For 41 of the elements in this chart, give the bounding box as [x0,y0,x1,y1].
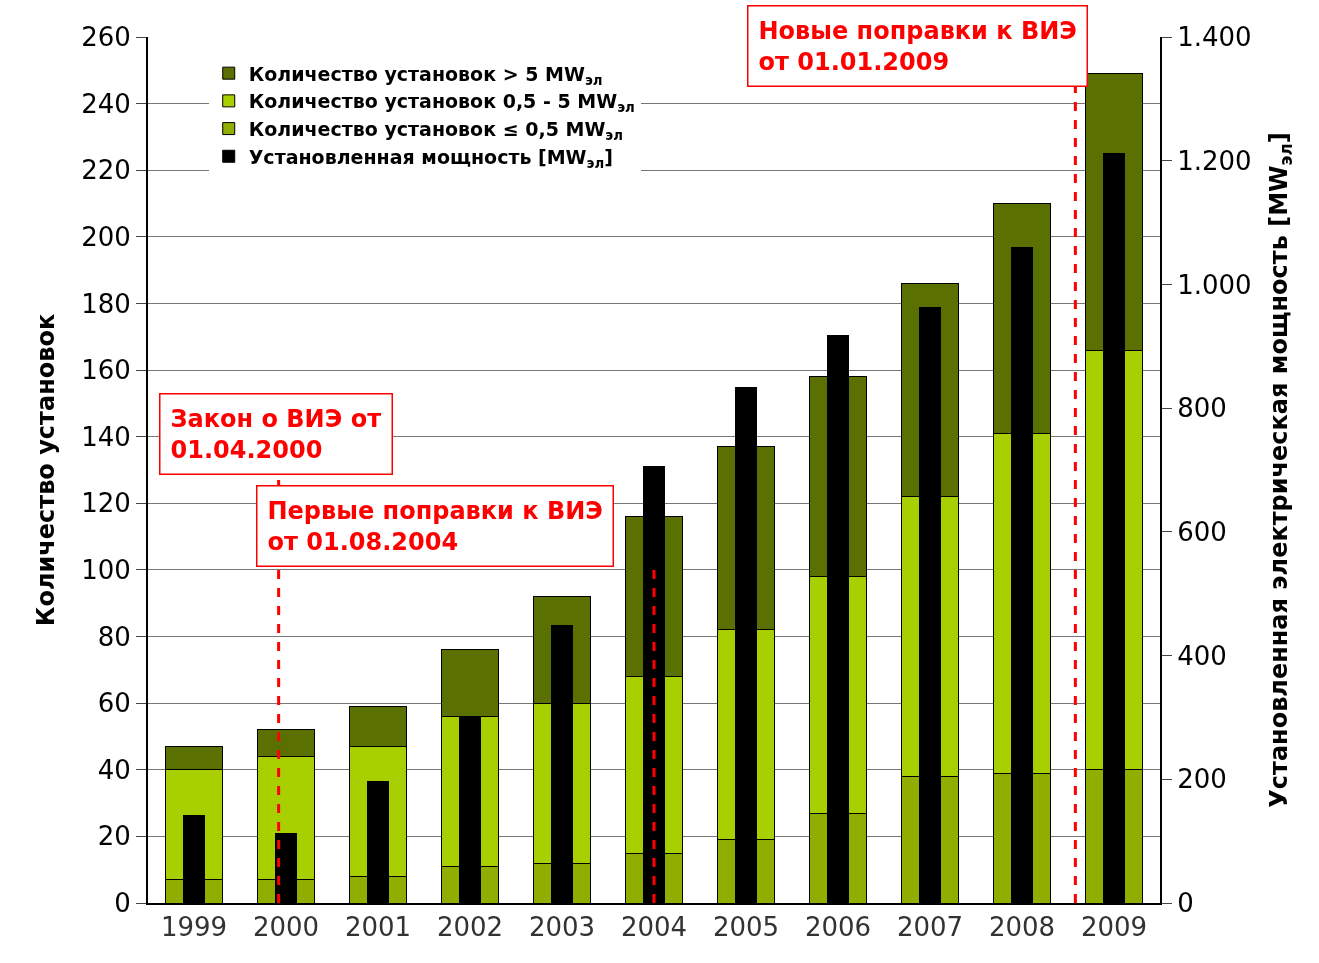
y2-tick-label: 800 [1177,393,1227,424]
y-tick-label: 120 [81,488,131,519]
y2-tick-label: 1.200 [1177,145,1252,176]
y-tick-label: 180 [81,288,131,319]
x-tick-label: 2007 [896,912,964,943]
ref-line-label: Первые поправки к ВИЭ от 01.08.2004 [267,496,603,556]
y-tick-label: 40 [97,754,131,785]
x-tick-label: 2005 [712,912,780,943]
y2-tick-label: 1.400 [1177,22,1252,53]
y-tick-label: 200 [81,221,131,252]
y-tick-label: 80 [97,621,131,652]
x-tick-label: 2006 [804,912,872,943]
y-tick-label: 20 [97,821,131,852]
x-tick-label: 2001 [344,912,412,943]
y-tick-label: 100 [81,555,131,586]
ref-line-label: Закон о ВИЭ от 01.04.2000 [170,404,382,464]
y2-tick-label: 0 [1177,888,1194,919]
legend-label: Количество установок > 5 MW$_{эл}$ [248,62,603,88]
legend-label: Количество установок ≤ 0,5 MW$_{эл}$ [248,117,623,143]
x-tick-label: 1999 [160,912,228,943]
y2-tick-label: 400 [1177,640,1227,671]
y2-tick-label: 1.000 [1177,269,1252,300]
y-tick-label: 160 [81,355,131,386]
y-tick-label: 140 [81,421,131,452]
x-tick-label: 2009 [1080,912,1148,943]
ref-line-label: Новые поправки к ВИЭ от 01.01.2009 [758,16,1077,76]
y-tick-label: 240 [81,88,131,119]
y-tick-label: 220 [81,155,131,186]
y-tick-label: 0 [114,888,131,919]
y2-tick-label: 200 [1177,764,1227,795]
y-tick-label: 260 [81,22,131,53]
x-tick-label: 2004 [620,912,688,943]
x-tick-label: 2003 [528,912,596,943]
y2-tick-label: 600 [1177,516,1227,547]
x-tick-label: 2008 [988,912,1056,943]
x-tick-label: 2002 [436,912,504,943]
y-axis-title: Количество установок [31,313,60,627]
legend-label: Установленная мощность [MW$_{эл}$] [248,145,613,171]
y-tick-label: 60 [97,688,131,719]
legend-label: Количество установок 0,5 - 5 MW$_{эл}$ [248,90,635,116]
x-tick-label: 2000 [252,912,320,943]
